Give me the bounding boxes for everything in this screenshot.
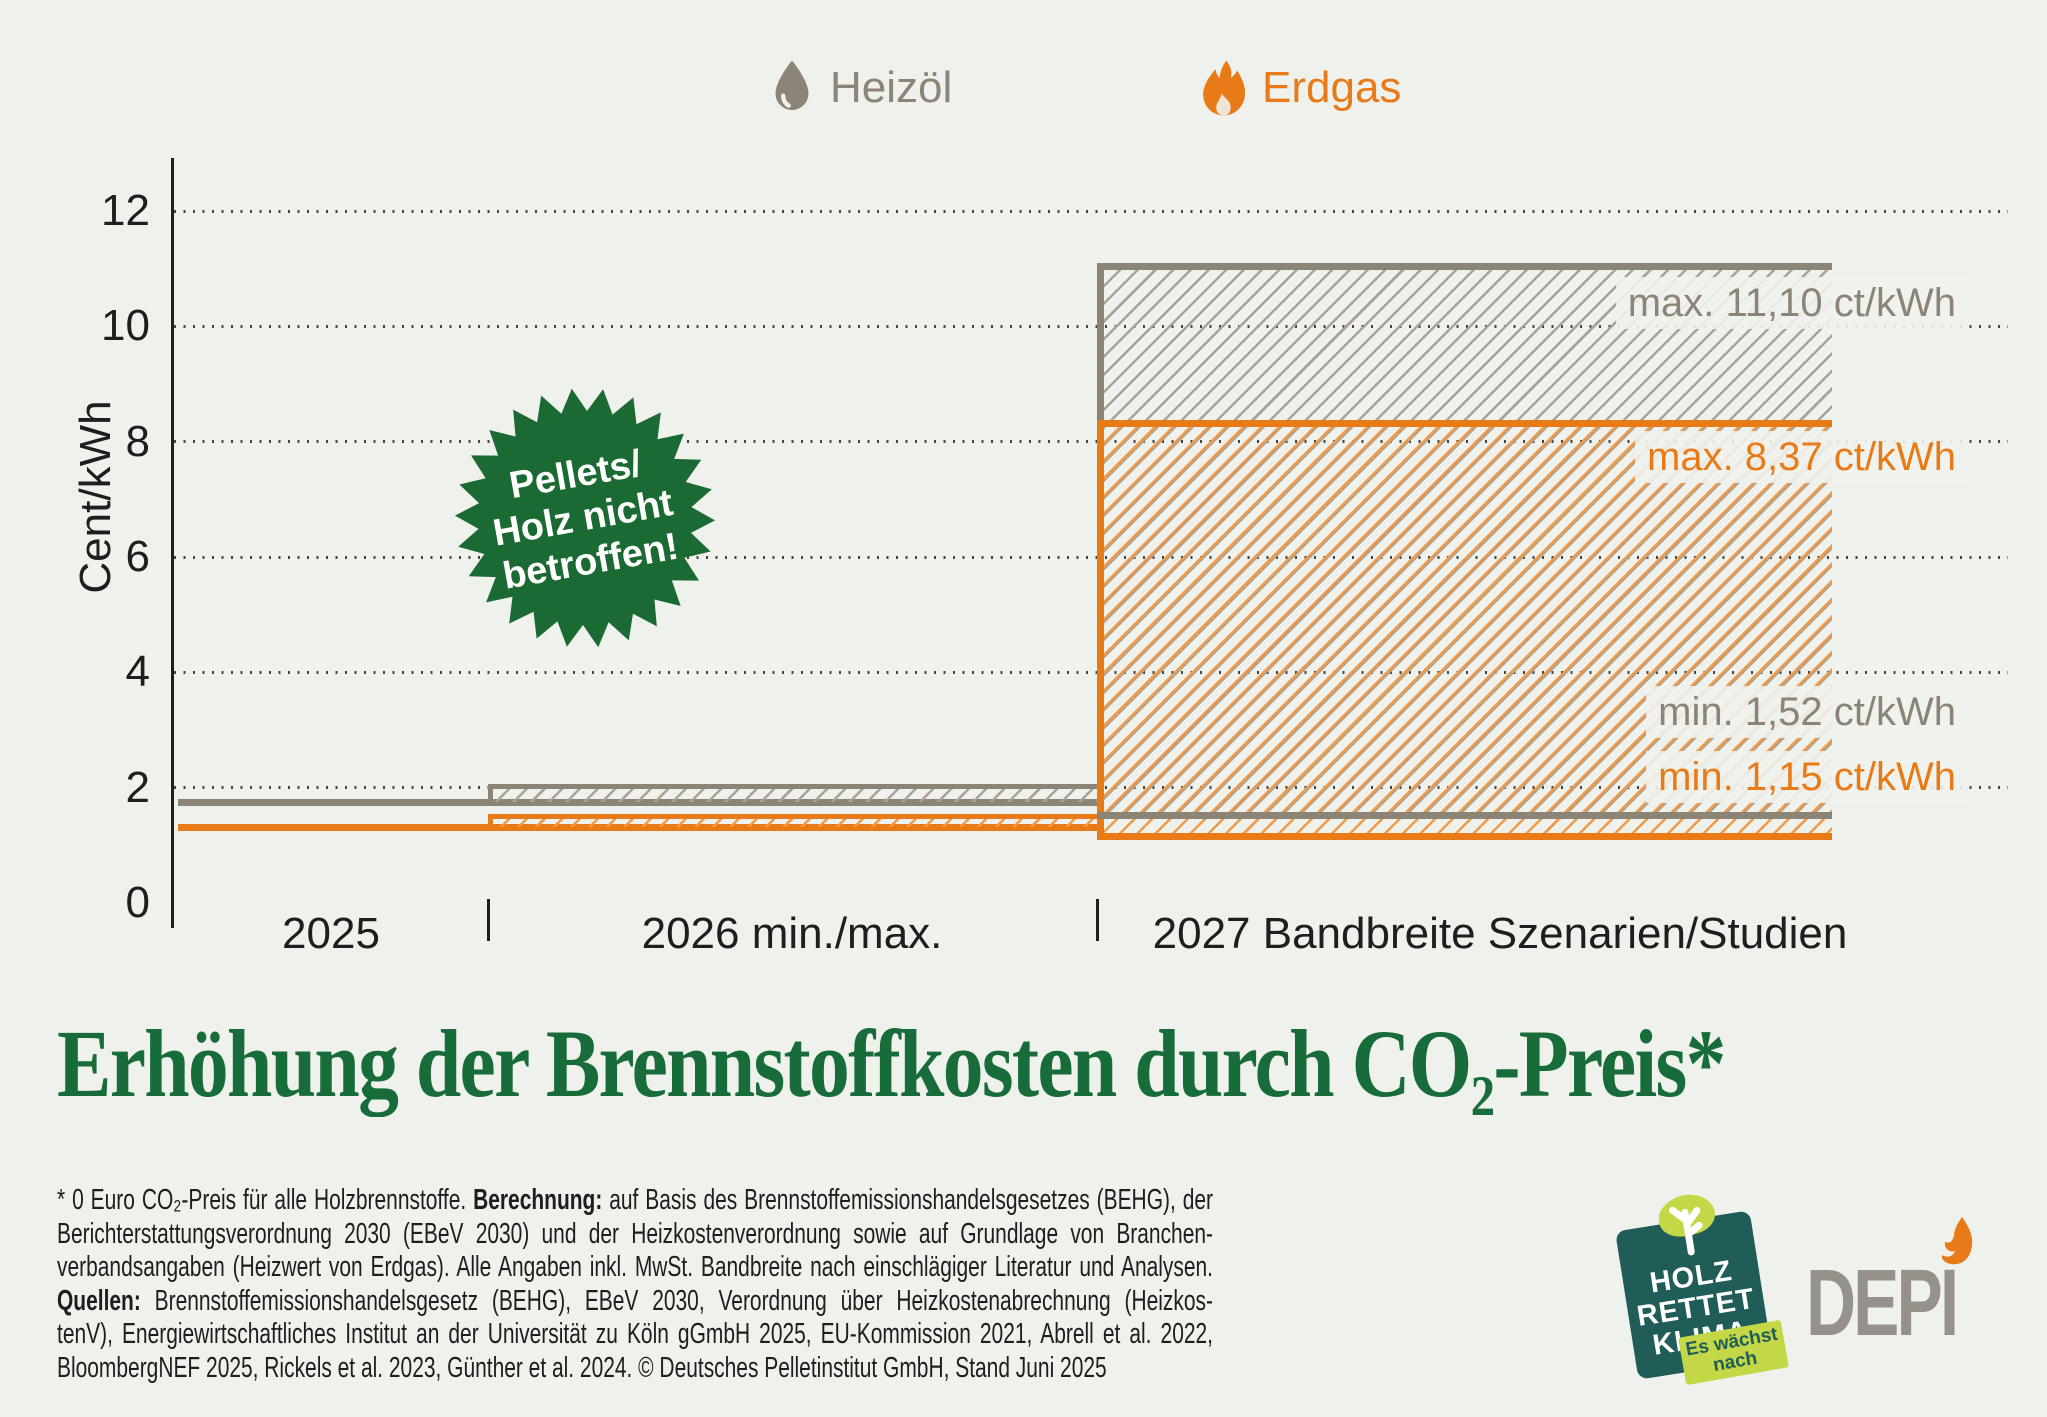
footnote: * 0 Euro CO₂-Preis für alle Holzbrennsto…: [57, 1184, 1213, 1386]
depi-flame-icon: [1941, 1217, 1973, 1265]
page-title: Erhöhung der Brennstoffkosten durch CO₂-…: [57, 1010, 1726, 1117]
heizoel-line-2025-2026: [178, 798, 1097, 806]
value-label: min. 1,52 ct/kWh: [1646, 686, 1968, 739]
legend-item-erdgas: Erdgas: [1200, 58, 1401, 118]
y-tick-label-6: 6: [125, 532, 150, 581]
y-tick-label-4: 4: [125, 647, 150, 697]
value-label: min. 1,15 ct/kWh: [1646, 750, 1968, 803]
footnote-line: tenV), Energiewirtschaftliches Institut …: [57, 1318, 1213, 1351]
value-label: max. 8,37 ct/kWh: [1635, 431, 1968, 484]
y-tick-label-2: 2: [125, 762, 150, 812]
footnote-line: * 0 Euro CO₂-Preis für alle Holzbrennsto…: [57, 1184, 1213, 1216]
heizoel-min-line-2027: [1097, 811, 1832, 819]
erdgas-band-2026: [488, 813, 1097, 828]
x-category-label: 2026 min./max.: [641, 909, 943, 958]
depi-wordmark: DEPI: [1806, 1250, 1959, 1356]
gridline-12: [174, 209, 2008, 213]
gridline-6: [174, 555, 2008, 559]
footnote-line: verbandsangaben (Heizwert von Erdgas). A…: [57, 1251, 1213, 1284]
footnote-line: BloombergNEF 2025, Rickels et al. 2023, …: [57, 1351, 1107, 1384]
heizoel-band-2026: [488, 783, 1097, 803]
legend-item-heizoel: Heizöl: [770, 58, 952, 118]
y-tick-label-8: 8: [125, 416, 150, 466]
y-tick-label-10: 10: [101, 301, 150, 351]
y-tick-label-0: 0: [125, 878, 150, 927]
gridline-4: [174, 670, 2008, 674]
holz-rettet-klima-logo: HOLZ RETTET KLIMA Es wächst nach: [1615, 1194, 1792, 1391]
footnote-line: Quellen: Brennstoffemissionshandelsgeset…: [57, 1284, 1213, 1317]
footnote-line: Berichterstattungsverordnung 2030 (EBeV …: [57, 1217, 1213, 1250]
tree-icon: [1658, 1194, 1715, 1256]
flame-icon: [1203, 60, 1246, 116]
step-band-chart: Cent/kWh 0 2 4 6 8 10 12 2025 2026 min./max. 2027…: [71, 158, 2008, 958]
gridline-10: [174, 324, 2008, 328]
holz-rettet-klima-box: HOLZ RETTET KLIMA Es wächst nach: [1615, 1194, 1789, 1386]
y-axis-title: Cent/kWh: [71, 400, 120, 594]
oil-drop-icon: [775, 60, 809, 110]
x-axis-separator: [1096, 899, 1099, 941]
erdgas-line-2025-2026: [178, 823, 1097, 831]
gridline-8: [174, 440, 2008, 444]
depi-logo: DEPI: [1806, 1215, 2047, 1385]
x-axis-separator: [487, 899, 490, 941]
erdgas-min-line-2027: [1097, 833, 1832, 841]
y-axis: [171, 158, 174, 928]
x-category-label: 2025: [282, 909, 380, 958]
legend-label-heizoel: Heizöl: [830, 63, 953, 112]
legend-label-erdgas: Erdgas: [1262, 63, 1402, 112]
starburst-shape: [454, 388, 716, 648]
pellets-badge: Pellets/ Holz nicht betroffen!: [454, 388, 716, 648]
y-tick-label-12: 12: [101, 186, 150, 235]
value-label: max. 11,10 ct/kWh: [1615, 276, 1968, 329]
x-category-label: 2027 Bandbreite Szenarien/Studien: [1152, 909, 1848, 958]
